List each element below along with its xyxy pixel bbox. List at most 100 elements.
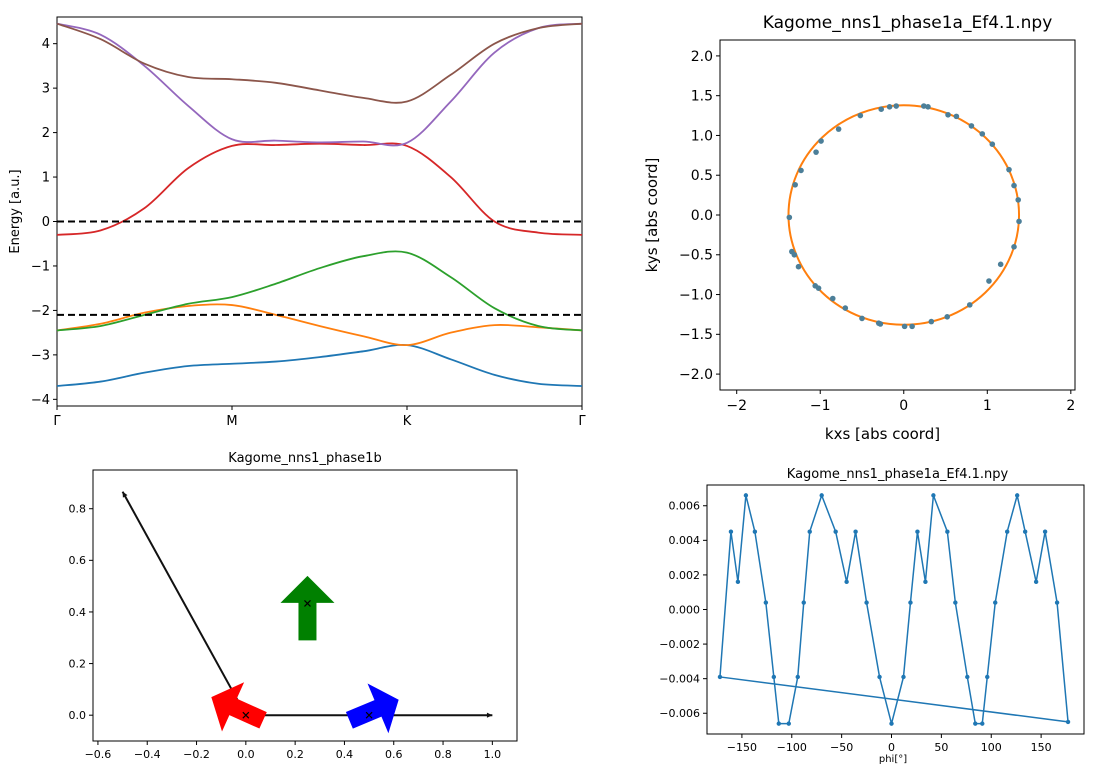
- axes-frame: [92, 469, 518, 742]
- y-tick-label: 0.000: [669, 603, 701, 616]
- phi-point-21: [915, 529, 920, 534]
- x-tick-label: 1.0: [484, 748, 502, 761]
- phi-point-11: [807, 529, 812, 534]
- fit-circle: [787, 104, 1021, 326]
- x-tick-label: Γ: [578, 414, 586, 429]
- data-point-6: [944, 314, 950, 320]
- x-tick-label: 0: [899, 398, 908, 414]
- phi-point-29: [985, 674, 990, 680]
- x-tick-label: M: [226, 414, 237, 429]
- spin-arrow-1: [211, 682, 267, 732]
- phi-point-13: [833, 529, 838, 534]
- band-line-3: [56, 142, 583, 236]
- x-tick-label: −0.2: [183, 748, 210, 761]
- phi-point-8: [786, 721, 791, 726]
- data-point-27: [878, 106, 885, 113]
- phi-point-17: [877, 674, 882, 680]
- phi-point-5: [763, 600, 769, 605]
- y-tick-label: 1.0: [691, 128, 713, 144]
- x-tick-label: 0: [888, 741, 895, 754]
- x-tick-label: 50: [934, 741, 948, 754]
- y-tick-label: −1: [31, 260, 50, 275]
- chart-title: Kagome_nns1_phase1a_Ef4.1.npy: [763, 13, 1053, 33]
- y-tick-label: −1.0: [679, 287, 713, 303]
- x-tick-label: 0.6: [385, 748, 403, 761]
- data-point-14: [829, 295, 836, 302]
- phi-point-26: [965, 674, 970, 680]
- band-line-0: [56, 343, 583, 387]
- phi-point-0: [717, 674, 723, 680]
- y-tick-label: 2.0: [691, 49, 713, 65]
- data-point-26: [857, 112, 864, 119]
- data-point-3: [997, 261, 1004, 268]
- phi-point-35: [1042, 529, 1048, 534]
- phi-point-4: [752, 529, 758, 534]
- data-point-38: [1011, 182, 1017, 189]
- phi-point-36: [1054, 600, 1060, 605]
- phi-line: [719, 493, 1069, 725]
- data-point-25: [835, 126, 842, 132]
- y-tick-label: 0.0: [69, 709, 87, 722]
- band-line-1: [56, 303, 583, 346]
- phi-point-31: [1005, 529, 1010, 534]
- data-point-35: [979, 131, 986, 137]
- y-tick-label: −1.5: [679, 327, 713, 343]
- phi-point-32: [1014, 493, 1020, 498]
- data-point-28: [886, 104, 893, 110]
- phi-point-15: [853, 529, 858, 534]
- phi-point-6: [771, 674, 777, 680]
- data-point-33: [953, 113, 960, 120]
- data-point-37: [1006, 166, 1012, 173]
- y-axis-label: Energy [a.u.]: [8, 169, 23, 253]
- y-tick-label: 0.8: [69, 503, 87, 516]
- data-point-29: [893, 103, 900, 109]
- phi-point-30: [993, 600, 998, 605]
- y-tick-label: 0: [42, 215, 50, 230]
- data-point-9: [901, 323, 908, 330]
- data-point-31: [925, 104, 931, 110]
- phi-point-7: [776, 721, 782, 726]
- phi-point-22: [923, 579, 928, 585]
- data-point-30: [921, 103, 927, 109]
- phi-point-1: [728, 529, 734, 534]
- site-marker-0: [242, 711, 250, 719]
- y-tick-label: −2.0: [679, 367, 713, 383]
- x-tick-label: −0.6: [85, 748, 112, 761]
- phi-point-25: [953, 600, 958, 605]
- x-tick-label: −0.4: [134, 748, 161, 761]
- data-point-11: [875, 320, 882, 326]
- data-point-21: [792, 181, 798, 188]
- axes-frame: [56, 16, 583, 407]
- phi-point-34: [1033, 579, 1039, 585]
- y-tick-label: −0.002: [659, 638, 700, 651]
- y-tick-label: 0.0: [691, 208, 713, 224]
- x-tick-label: 1: [983, 398, 992, 414]
- data-point-16: [812, 282, 819, 289]
- data-point-1: [1016, 218, 1022, 225]
- y-tick-label: 3: [42, 82, 50, 97]
- x-tick-label: 0.4: [336, 748, 354, 761]
- y-tick-label: 1.5: [691, 89, 713, 105]
- phi-point-2: [735, 579, 741, 585]
- x-tick-label: −1: [810, 398, 831, 414]
- phi-point-27: [973, 721, 978, 726]
- y-tick-label: 0.6: [69, 554, 87, 567]
- y-axis-label: kys [abs coord]: [643, 158, 661, 273]
- phi-point-10: [801, 600, 806, 605]
- y-tick-label: −4: [31, 393, 50, 408]
- data-point-4: [986, 278, 992, 284]
- chart-title: Kagome_nns1_phase1b: [228, 451, 381, 466]
- y-tick-label: 0.002: [669, 569, 701, 582]
- y-tick-label: 2: [42, 126, 50, 141]
- y-tick-label: −2: [31, 304, 50, 319]
- x-tick-label: 0.2: [286, 748, 304, 761]
- lattice-vector-head-0: [122, 491, 128, 498]
- data-point-23: [813, 149, 819, 155]
- x-tick-label: 150: [1031, 741, 1052, 754]
- site-marker-1: [304, 600, 311, 607]
- x-tick-label: −2: [726, 398, 747, 414]
- data-point-8: [909, 323, 915, 330]
- phi-point-28: [980, 721, 985, 726]
- x-tick-label: −50: [830, 741, 853, 754]
- x-tick-label: Γ: [53, 414, 61, 429]
